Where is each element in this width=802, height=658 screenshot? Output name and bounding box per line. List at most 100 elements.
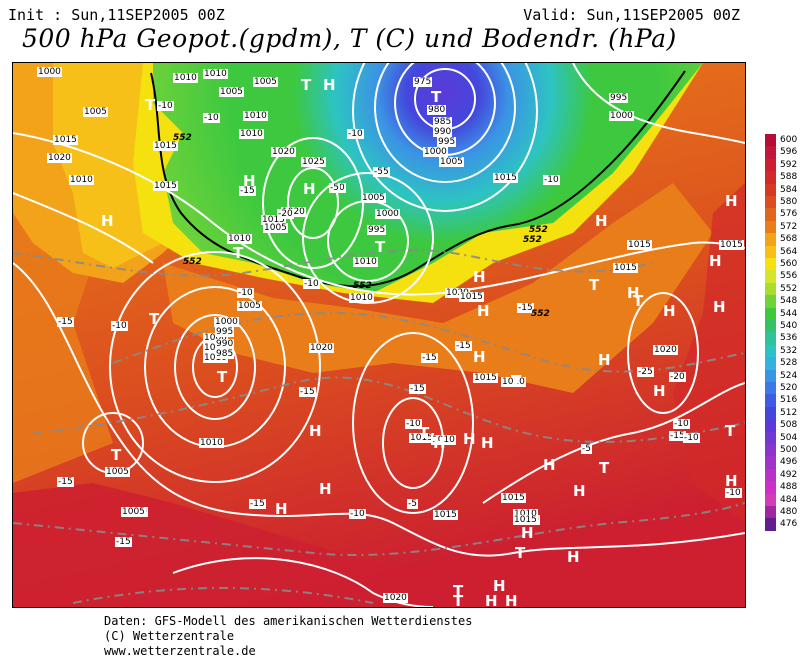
map-labels: 1000 1010 1005 1010 1005 1010 1015 1020 1010 1015… xyxy=(13,63,745,607)
isobar-label: 1005 xyxy=(361,193,386,203)
isobar-label: 1020 xyxy=(383,593,408,603)
high-pressure-marker: H xyxy=(481,434,494,452)
isobar-label: 1010 xyxy=(353,257,378,267)
isobar-label: 1010 xyxy=(199,438,224,448)
legend-label: 516 xyxy=(780,395,798,406)
legend-swatch xyxy=(765,146,776,160)
legend-label: 508 xyxy=(780,420,798,431)
isotherm-label: -10 xyxy=(349,509,366,519)
high-pressure-marker: H xyxy=(275,500,288,518)
isobar-label: 1000 xyxy=(423,147,448,157)
low-pressure-marker: T xyxy=(633,292,644,310)
isotherm-label: -5 xyxy=(373,167,384,177)
low-pressure-marker: T xyxy=(149,310,160,328)
isobar-label: 1015 xyxy=(409,433,434,443)
footer-url: www.wetterzentrale.de xyxy=(104,644,256,658)
low-pressure-marker: T xyxy=(233,244,244,262)
geopotential-label: 552 xyxy=(529,225,548,235)
legend-swatch xyxy=(765,357,776,371)
isobar-label: 1020 xyxy=(271,147,296,157)
legend-swatch xyxy=(765,518,776,532)
isobar-label: 980 xyxy=(427,105,447,115)
isotherm-label: -20 xyxy=(669,372,686,382)
low-pressure-marker: T xyxy=(599,459,610,477)
high-pressure-marker: H xyxy=(521,524,534,542)
high-pressure-marker: H xyxy=(595,212,608,230)
isobar-label: 1000 xyxy=(375,209,400,219)
legend-label: 488 xyxy=(780,482,798,493)
isobar-label: 1005 xyxy=(219,87,244,97)
isotherm-label: -15 xyxy=(669,431,686,441)
legend-swatch xyxy=(765,369,776,383)
isotherm-label: -5 xyxy=(407,499,418,509)
legend-swatch xyxy=(765,282,776,296)
legend-label: 532 xyxy=(780,345,798,356)
init-time: Init : Sun,11SEP2005 00Z xyxy=(8,6,225,24)
high-pressure-marker: H xyxy=(663,302,676,320)
isotherm-label: -15 xyxy=(299,387,316,397)
legend-label: 556 xyxy=(780,271,798,282)
legend-swatch xyxy=(765,295,776,309)
legend-swatch xyxy=(765,220,776,234)
legend-label: 524 xyxy=(780,370,798,381)
isobar-label: 1010 xyxy=(431,435,456,445)
isotherm-label: -15 xyxy=(517,303,534,313)
legend-label: 576 xyxy=(780,209,798,220)
legend-label: 520 xyxy=(780,383,798,393)
isobar-label: 1005 xyxy=(121,507,146,517)
high-pressure-marker: H xyxy=(463,430,476,448)
isobar-label: 1000 xyxy=(214,317,239,327)
legend-label: 552 xyxy=(780,283,798,294)
geopotential-label: 552 xyxy=(173,133,192,143)
isobar-label: 1005 xyxy=(439,157,464,167)
isobar-label: 1015 xyxy=(627,240,652,250)
high-pressure-marker: H xyxy=(567,548,580,566)
isobar-label: 1020 xyxy=(47,153,72,163)
low-pressure-marker: T xyxy=(453,592,464,608)
isobar-label: 985 xyxy=(433,117,453,127)
low-pressure-marker: T xyxy=(375,238,386,256)
geopotential-label: 552 xyxy=(183,257,202,267)
legend-swatch xyxy=(765,456,776,470)
legend-label: 536 xyxy=(780,333,798,344)
legend-swatch xyxy=(765,233,776,247)
legend-swatch xyxy=(765,344,776,358)
legend-label: 568 xyxy=(780,234,798,245)
geopotential-label: 552 xyxy=(531,309,550,319)
high-pressure-marker: H xyxy=(725,192,738,210)
legend-swatch xyxy=(765,394,776,408)
isobar-label: 995 xyxy=(215,327,235,337)
high-pressure-marker: H xyxy=(713,298,726,316)
footer-copyright: (C) Wetterzentrale xyxy=(104,629,235,643)
contour-552 xyxy=(150,70,686,288)
isotherm-label: -10 xyxy=(543,175,560,185)
legend-swatch xyxy=(765,208,776,222)
legend-label: 596 xyxy=(780,147,798,158)
high-pressure-marker: H xyxy=(323,76,336,94)
low-pressure-marker: T xyxy=(431,88,442,106)
isobar-label: 1015 xyxy=(261,215,286,225)
isotherm-label: -15 xyxy=(409,384,426,394)
legend-swatch xyxy=(765,307,776,321)
isobar-label: 1000 xyxy=(609,111,634,121)
legend-label: 512 xyxy=(780,407,798,418)
isotherm-label: -10 xyxy=(111,321,128,331)
geopotential-label: 552 xyxy=(523,235,542,245)
high-pressure-marker: H xyxy=(573,482,586,500)
footer-data-source: Daten: GFS-Modell des amerikanischen Wet… xyxy=(104,614,473,628)
legend-swatch xyxy=(765,158,776,172)
high-pressure-marker: H xyxy=(725,472,738,490)
isotherm-label: -15 xyxy=(249,499,266,509)
legend-label: 480 xyxy=(780,507,798,517)
isobar-label: 995 xyxy=(367,225,387,235)
high-pressure-marker: H xyxy=(303,180,316,198)
isotherm-label: -10 xyxy=(203,113,220,123)
isotherm-label: -15 xyxy=(239,186,256,196)
legend-swatch xyxy=(765,468,776,482)
isobar-label: 1000 xyxy=(37,67,62,77)
high-pressure-marker: H xyxy=(477,302,490,320)
high-pressure-marker: H xyxy=(101,212,114,230)
isobar-label: 1010 xyxy=(173,73,198,83)
legend-swatch xyxy=(765,382,776,395)
